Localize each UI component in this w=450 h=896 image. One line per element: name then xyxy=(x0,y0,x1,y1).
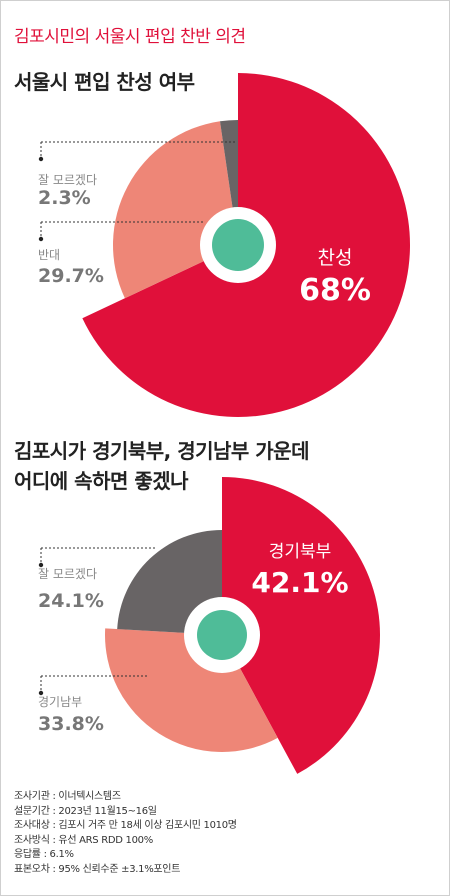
chart2-side-value-2: 24.1% xyxy=(38,590,104,612)
chart2-title: 김포시가 경기북부, 경기남부 가운데 어디에 속하면 좋겠나 xyxy=(14,436,310,496)
chart1-side-value-2: 2.3% xyxy=(38,187,91,209)
chart2-side-value-1: 33.8% xyxy=(38,713,104,735)
source-line-period: 설문기간 : 2023년 11월15~16일 xyxy=(14,805,157,817)
survey-source: 조사기관 : 이너텍시스템즈 설문기간 : 2023년 11월15~16일 조사… xyxy=(14,790,237,878)
chart2-slice-0 xyxy=(222,477,381,774)
chart2-main-value: 42.1% xyxy=(251,566,348,599)
source-line-target: 조사대상 : 김포시 거주 만 18세 이상 김포시민 1010명 xyxy=(14,820,237,832)
chart1-side-label-1: 반대 xyxy=(38,248,60,262)
chart1-main-label: 찬성 xyxy=(318,247,353,269)
chart2-leader-dot-1 xyxy=(38,690,44,696)
chart2-center-dot xyxy=(197,610,247,660)
chart1-center-dot xyxy=(212,219,264,271)
chart1-side-label-2: 잘 모르겠다 xyxy=(38,173,97,187)
chart2-title-line1: 김포시가 경기북부, 경기남부 가운데 xyxy=(14,439,310,463)
chart2-leader-dot-2 xyxy=(38,562,44,568)
chart1-leader-dot-2 xyxy=(38,156,44,162)
source-line-agency: 조사기관 : 이너텍시스템즈 xyxy=(14,791,121,802)
chart1-title: 서울시 편입 찬성 여부 xyxy=(14,70,195,94)
chart2-side-label-1: 경기남부 xyxy=(38,695,82,709)
pie-chart-2: 경기북부 42.1% 경기남부 33.8% 잘 모르겠다 24.1% xyxy=(38,477,381,774)
chart1-leader-dot-1 xyxy=(38,236,44,242)
chart1-side-value-1: 29.7% xyxy=(38,265,104,287)
source-line-method: 조사방식 : 유선 ARS RDD 100% xyxy=(14,834,153,846)
source-line-response-rate: 응답률 : 6.1% xyxy=(14,849,74,861)
chart2-title-line2: 어디에 속하면 좋겠나 xyxy=(14,469,189,493)
chart2-side-label-2: 잘 모르겠다 xyxy=(38,567,97,581)
chart2-main-label: 경기북부 xyxy=(269,542,332,562)
source-line-margin: 표본오차 : 95% 신뢰수준 ±3.1%포인트 xyxy=(14,863,181,875)
chart1-main-value: 68% xyxy=(299,273,371,308)
header-title: 김포시민의 서울시 편입 찬반 의견 xyxy=(14,27,246,47)
